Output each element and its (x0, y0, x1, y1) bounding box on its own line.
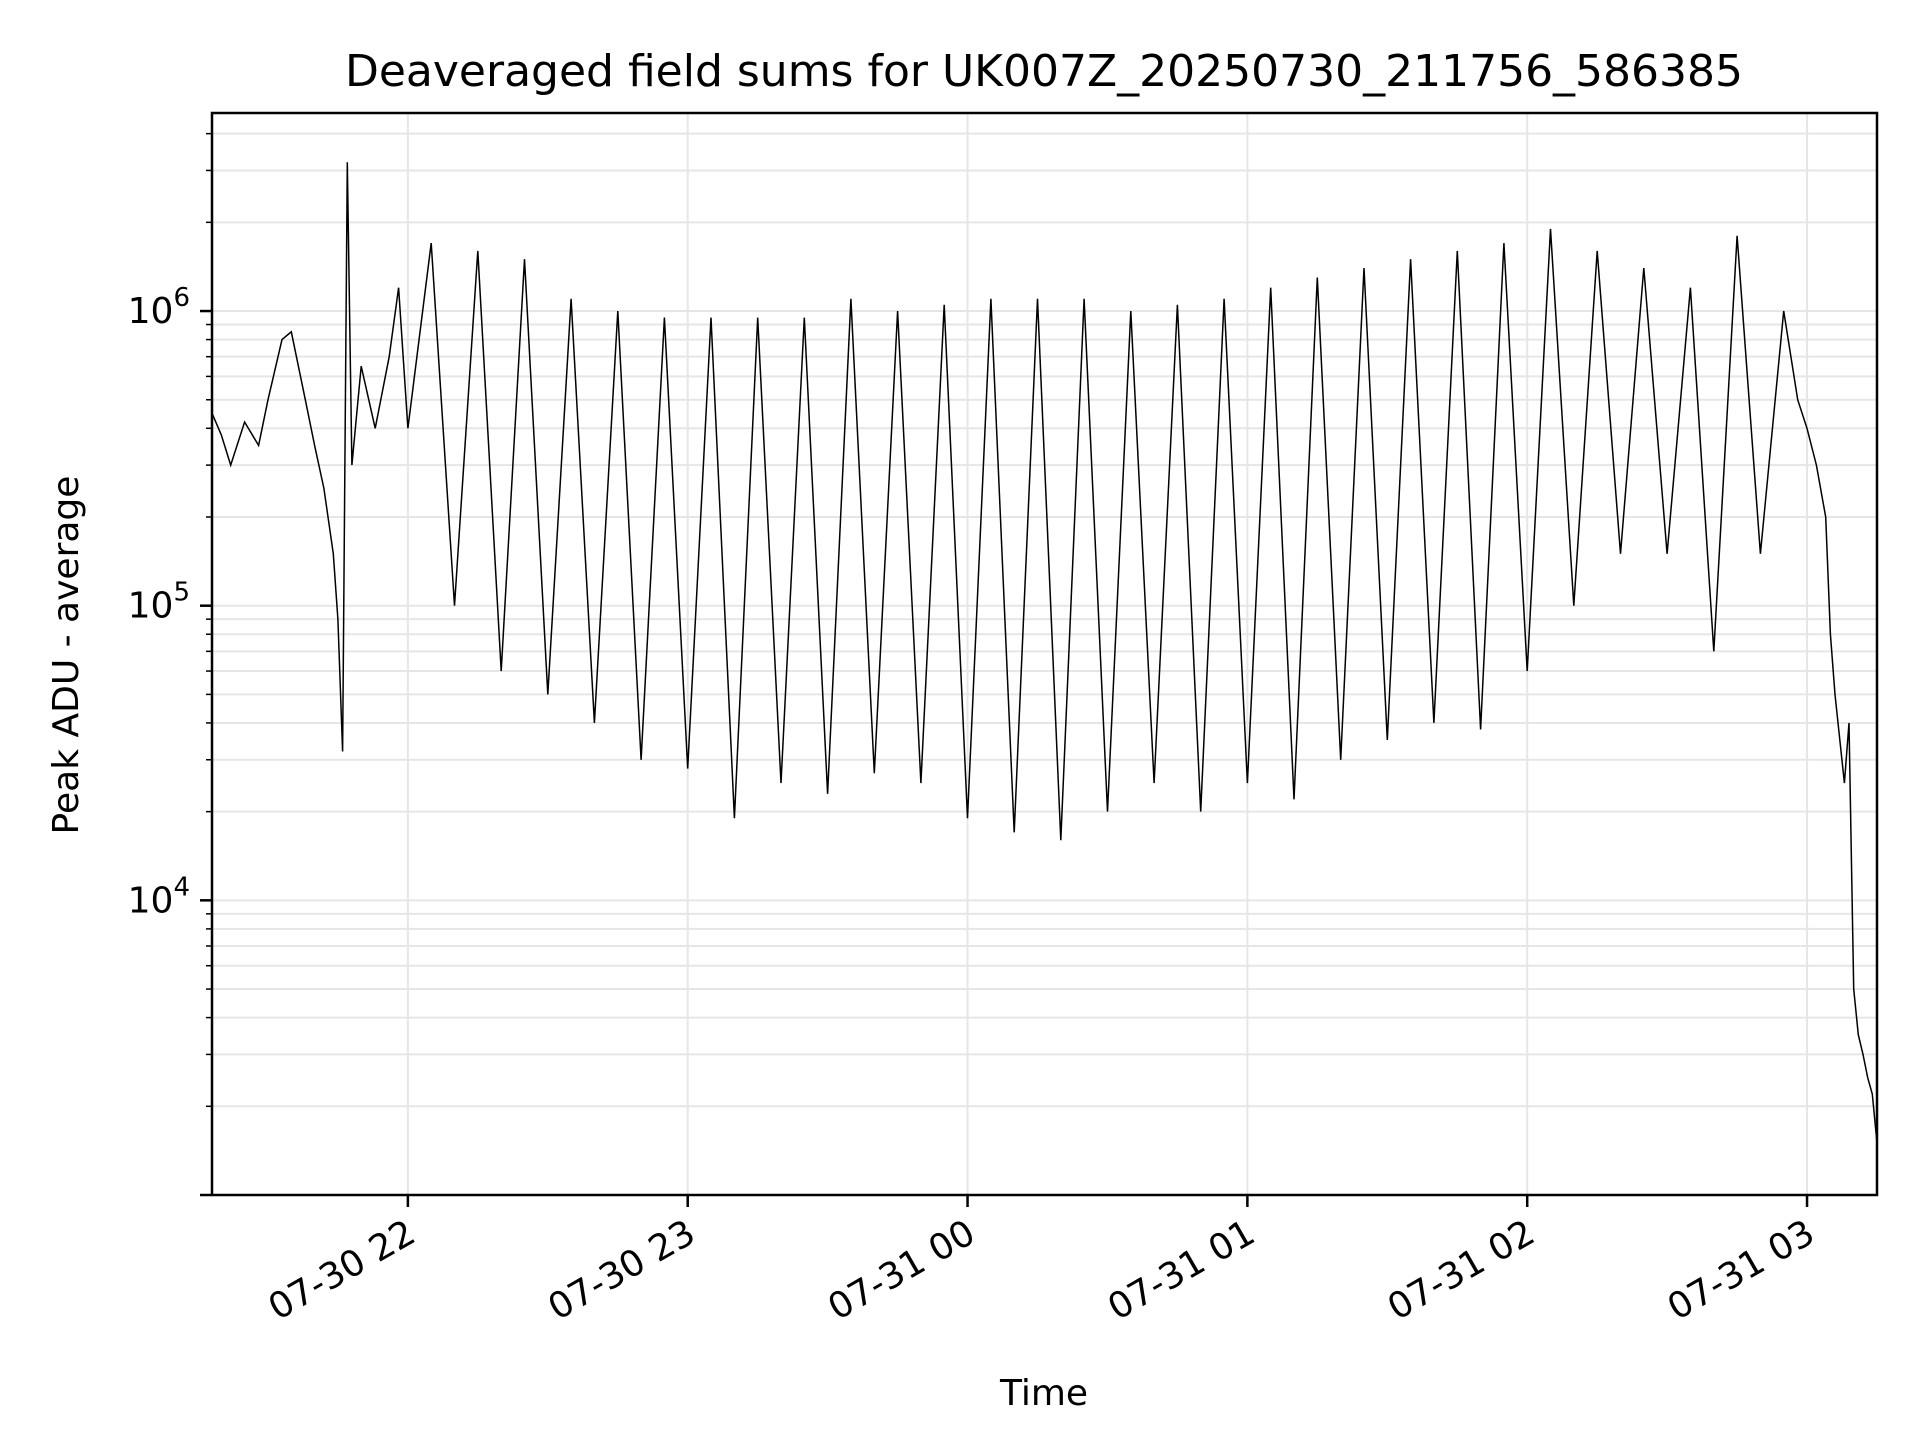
y-axis-title: Peak ADU - average (46, 476, 87, 835)
x-tick-label: 07-31 03 (1661, 1212, 1822, 1328)
tick-marks (200, 132, 1809, 1207)
y-tick-labels: 104 105 106 (128, 283, 190, 921)
series-layer (211, 162, 1878, 1144)
grid-lines (212, 113, 1877, 1196)
series-line (211, 162, 1878, 1144)
y-tick-label: 104 (128, 872, 190, 921)
x-tick-label: 07-30 23 (542, 1212, 703, 1328)
x-tick-label: 07-31 02 (1381, 1212, 1542, 1328)
x-tick-label: 07-31 00 (821, 1212, 982, 1328)
x-tick-label: 07-31 01 (1101, 1212, 1262, 1328)
y-tick-label: 105 (128, 578, 190, 627)
plot-frame (210, 111, 1879, 1197)
y-tick-label: 106 (128, 283, 190, 332)
chart-title: Deaveraged field sums for UK007Z_2025073… (345, 46, 1743, 97)
x-tick-labels: 07-30 22 07-30 23 07-31 00 07-31 01 07-31 02… (262, 1212, 1822, 1328)
x-axis-title: Time (999, 1373, 1088, 1414)
x-tick-label: 07-30 22 (262, 1212, 423, 1328)
